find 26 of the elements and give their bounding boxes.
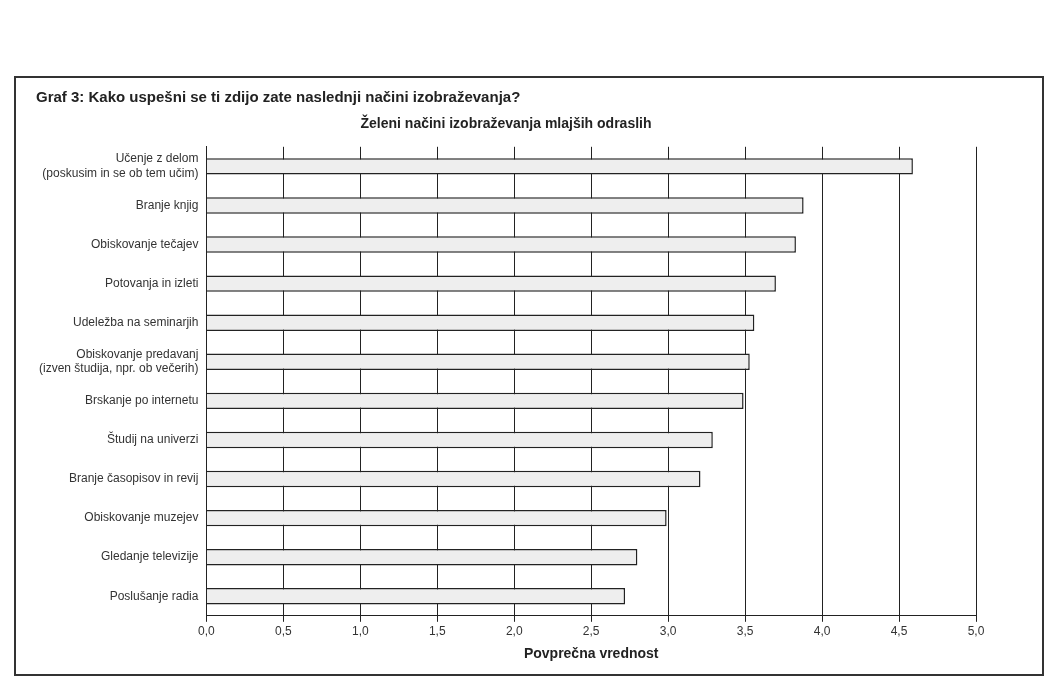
y-tick-label: Branje knjig — [135, 197, 199, 212]
x-tick-label: 5,0 — [967, 624, 985, 639]
x-tick-label: 4,0 — [813, 624, 831, 639]
y-tick-label: Brskanje po internetu — [85, 393, 199, 408]
x-tick-label: 3,0 — [659, 624, 677, 639]
y-tick-label: Gledanje televizije — [101, 549, 199, 564]
x-tick-label: 1,0 — [351, 624, 369, 639]
chart-title: Graf 3: Kako uspešni se ti zdijo zate naslednji načini izobraževanja? — [36, 88, 521, 105]
y-tick-label: Obiskovanje predavanj (izven študija, npr. ob večerih) — [38, 346, 199, 376]
x-tick-label: 0,0 — [198, 624, 216, 639]
y-tick-label: Obiskovanje tečajev — [91, 236, 199, 251]
x-axis-title: Povprečna vrednost — [523, 645, 659, 662]
x-tick-label: 3,5 — [736, 624, 754, 639]
x-tick-label: 2,0 — [505, 624, 523, 639]
x-tick-label: 0,5 — [275, 624, 293, 639]
y-tick-label: Branje časopisov in revij — [69, 471, 199, 486]
y-tick-label: Učenje z delom (poskusim in se ob tem učim) — [42, 151, 199, 180]
y-tick-label: Obiskovanje muzejev — [84, 510, 199, 525]
y-tick-label: Potovanja in izleti — [105, 275, 199, 290]
chart-subtitle: Želeni načini izobraževanja mlajših odraslih — [360, 114, 652, 132]
x-tick-label: 2,5 — [582, 624, 600, 639]
y-tick-label: Udeležba na seminarjih — [73, 314, 199, 329]
y-tick-label: Poslušanje radia — [109, 588, 199, 603]
y-tick-label: Študij na univerzi — [107, 431, 199, 447]
x-tick-label: 4,5 — [890, 624, 908, 639]
x-tick-label: 1,5 — [428, 624, 446, 639]
